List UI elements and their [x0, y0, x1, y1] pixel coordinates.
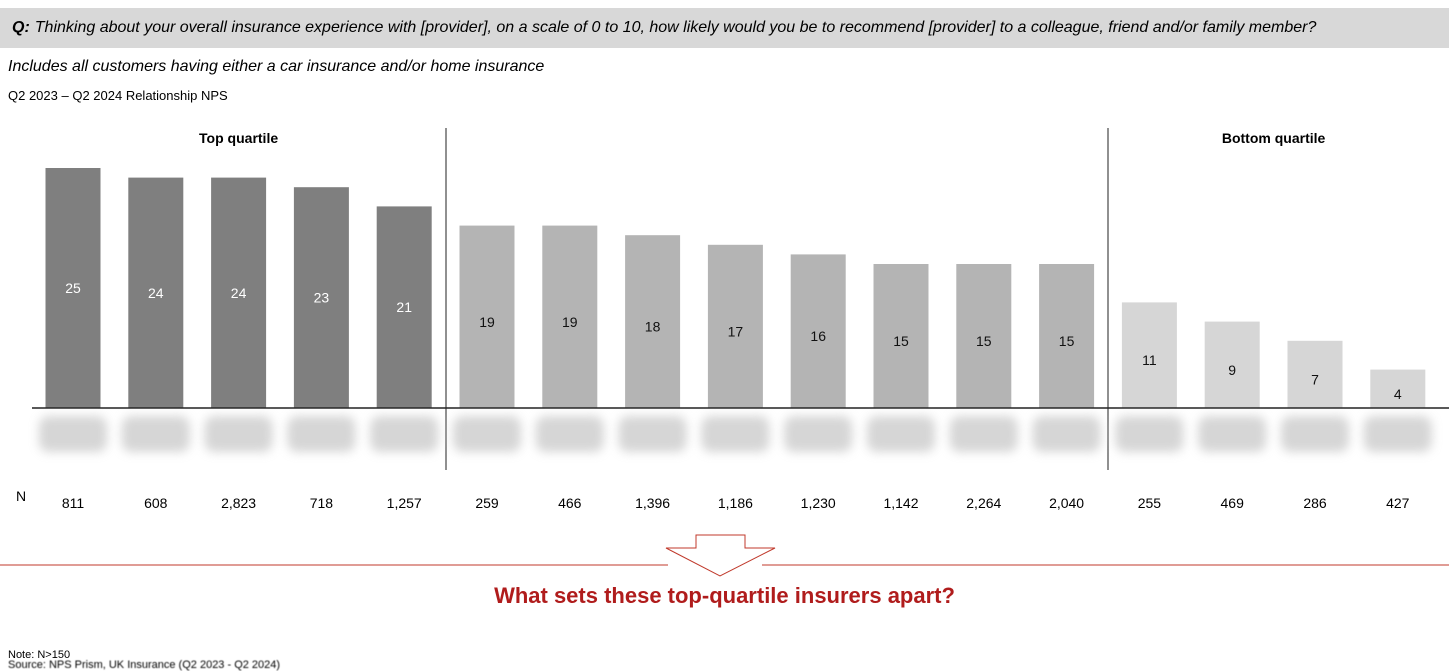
obscured-category-label — [1115, 416, 1184, 452]
bar-value-label: 9 — [1228, 362, 1236, 378]
bar — [873, 264, 929, 408]
n-value: 608 — [144, 495, 168, 511]
n-value: 469 — [1221, 495, 1245, 511]
bar-value-label: 21 — [396, 299, 412, 315]
n-value: 255 — [1138, 495, 1162, 511]
bar — [542, 225, 598, 408]
question-text: Thinking about your overall insurance ex… — [34, 19, 1317, 36]
bar-value-label: 15 — [893, 333, 909, 349]
bar — [1039, 264, 1095, 408]
nps-bar-chart: Top quartile Bottom quartile 25 24 24 23 21 19 1… — [16, 128, 1449, 511]
obscured-category-label — [370, 416, 439, 452]
bar — [45, 168, 101, 408]
down-arrow-divider — [0, 534, 1449, 577]
n-value: 1,142 — [883, 495, 918, 511]
n-value: 2,264 — [966, 495, 1001, 511]
bar-value-label: 24 — [148, 285, 164, 301]
obscured-category-label — [1032, 416, 1101, 452]
n-value: 2,823 — [221, 495, 256, 511]
bar-value-label: 11 — [1142, 352, 1157, 368]
n-value: 718 — [310, 495, 334, 511]
n-value: 259 — [475, 495, 499, 511]
subtitle: Includes all customers having either a c… — [8, 58, 545, 75]
group-label: Top quartile — [199, 130, 278, 146]
group-label: Bottom quartile — [1222, 130, 1326, 146]
n-value: 1,230 — [801, 495, 836, 511]
obscured-category-label — [204, 416, 273, 452]
tagline: What sets these top-quartile insurers ap… — [494, 583, 955, 608]
bar-value-label: 7 — [1311, 371, 1319, 387]
obscured-category-label — [784, 416, 853, 452]
n-value: 427 — [1386, 495, 1410, 511]
bar-value-label: 25 — [65, 280, 81, 296]
bar-value-label: 15 — [1059, 333, 1075, 349]
obscured-category-label — [701, 416, 770, 452]
bar-value-label: 24 — [231, 285, 247, 301]
obscured-category-label — [535, 416, 604, 452]
bar-value-label: 23 — [314, 290, 330, 306]
question-bar: Q: Thinking about your overall insurance… — [0, 8, 1449, 48]
obscured-category-label — [949, 416, 1018, 452]
bar-value-label: 19 — [479, 314, 495, 330]
bar-value-label: 19 — [562, 314, 578, 330]
bar-value-label: 17 — [728, 323, 744, 339]
n-value: 286 — [1303, 495, 1327, 511]
bar-value-label: 15 — [976, 333, 992, 349]
n-value: 466 — [558, 495, 582, 511]
n-value: 1,186 — [718, 495, 753, 511]
obscured-category-label — [1198, 416, 1267, 452]
obscured-category-label — [287, 416, 356, 452]
bar — [1204, 321, 1260, 408]
obscured-category-label — [1363, 416, 1432, 452]
n-value: 2,040 — [1049, 495, 1084, 511]
bar — [293, 187, 349, 408]
n-value: 1,257 — [387, 495, 422, 511]
question-prefix: Q: — [12, 19, 30, 36]
obscured-category-label — [618, 416, 687, 452]
bar — [376, 206, 432, 408]
bar — [1121, 302, 1177, 408]
bar — [128, 177, 184, 408]
bar-value-label: 4 — [1394, 386, 1402, 402]
bar — [956, 264, 1012, 408]
obscured-category-label — [1281, 416, 1349, 452]
bar — [459, 225, 515, 408]
n-row-label: N — [16, 488, 26, 504]
n-value: 811 — [62, 495, 85, 511]
obscured-category-label — [867, 416, 935, 452]
obscured-category-label — [39, 416, 107, 452]
n-value: 1,396 — [635, 495, 670, 511]
period-label: Q2 2023 – Q2 2024 Relationship NPS — [8, 88, 228, 103]
bar — [1370, 369, 1426, 408]
obscured-category-label — [121, 416, 190, 452]
down-arrow-icon — [665, 534, 776, 577]
obscured-category-label — [453, 416, 521, 452]
bar — [790, 254, 846, 408]
bar — [625, 235, 681, 408]
bar — [1287, 340, 1343, 408]
source: Source: NPS Prism, UK Insurance (Q2 2023… — [8, 659, 281, 671]
bar-value-label: 18 — [645, 319, 661, 335]
note: Note: N>150 — [8, 649, 71, 661]
bar — [707, 244, 763, 408]
bar-value-label: 16 — [810, 328, 826, 344]
bar — [211, 177, 267, 408]
